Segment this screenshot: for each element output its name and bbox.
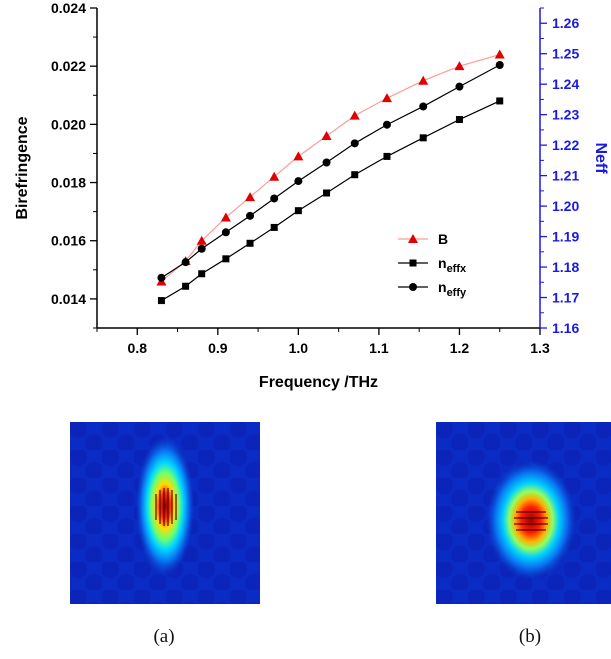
legend-label-n_effy: neffy — [438, 279, 467, 299]
x-axis-title: Frequency /THz — [259, 374, 378, 391]
data-point-n_effy — [270, 194, 279, 203]
data-point-n_effx — [383, 152, 391, 160]
legend-marker-n_effy — [409, 283, 417, 291]
data-point-B — [494, 49, 505, 59]
right-tick-label: 1.19 — [552, 229, 579, 245]
left-tick-label: 0.024 — [51, 0, 86, 16]
caption-a: (a) — [153, 626, 175, 647]
left-tick-label: 0.018 — [51, 175, 86, 191]
data-point-n_effx — [157, 297, 165, 305]
right-tick-label: 1.26 — [552, 15, 579, 31]
data-point-B — [349, 110, 360, 120]
right-tick-label: 1.24 — [552, 76, 579, 92]
x-tick-label: 0.8 — [128, 340, 148, 356]
data-point-n_effy — [221, 228, 230, 237]
data-point-B — [321, 131, 332, 140]
data-point-B — [293, 151, 304, 161]
data-point-B — [245, 192, 256, 202]
data-point-n_effx — [182, 282, 190, 290]
data-point-n_effx — [455, 116, 463, 124]
x-tick-label: 1.1 — [369, 340, 389, 356]
data-point-n_effx — [351, 171, 359, 179]
data-point-n_effy — [322, 158, 331, 167]
data-point-n_effy — [157, 273, 166, 282]
right-tick-label: 1.25 — [552, 46, 579, 62]
x-tick-label: 1.3 — [530, 340, 550, 356]
birefringence-neff-chart: 0.8 0.9 1.0 1.1 1.2 1.3 0.014 0.016 0.018 0.020 0.… — [14, 0, 609, 391]
right-tick-label: 1.23 — [552, 107, 579, 123]
data-point-n_effy — [197, 244, 206, 253]
data-point-n_effx — [222, 255, 230, 263]
data-point-n_effx — [419, 134, 427, 142]
data-point-n_effy — [382, 120, 391, 129]
data-point-n_effy — [294, 177, 303, 186]
mode-field-image-b — [436, 422, 611, 604]
data-point-B — [196, 235, 207, 245]
right-tick-label: 1.18 — [552, 259, 579, 275]
legend-marker-n_effx — [409, 259, 417, 267]
data-point-B — [269, 171, 280, 181]
data-point-n_effx — [496, 97, 504, 105]
left-tick-label: 0.014 — [51, 291, 86, 307]
data-point-B — [381, 93, 392, 103]
x-tick-label: 1.0 — [289, 340, 309, 356]
right-tick-label: 1.20 — [552, 198, 579, 214]
series-line-n_effy — [161, 64, 501, 279]
caption-b: (b) — [518, 626, 542, 647]
right-tick-label: 1.22 — [552, 137, 579, 153]
data-point-n_effx — [270, 223, 278, 231]
data-point-n_effx — [323, 189, 331, 197]
mode-field-image-a — [70, 422, 260, 604]
legend-label-B: B — [438, 231, 448, 247]
legend-marker-B — [408, 234, 418, 243]
left-tick-label: 0.020 — [51, 116, 86, 132]
data-point-n_effy — [350, 139, 359, 148]
left-axis-title: Birefringence — [14, 116, 31, 219]
right-tick-label: 1.21 — [552, 168, 579, 184]
left-tick-label: 0.022 — [51, 58, 86, 74]
right-tick-label: 1.17 — [552, 290, 579, 306]
data-point-n_effx — [198, 270, 206, 278]
series-line-B — [161, 53, 500, 282]
right-axis-title: Neff — [592, 142, 609, 174]
x-tick-label: 0.9 — [208, 340, 228, 356]
data-point-n_effy — [246, 211, 255, 220]
data-point-n_effy — [181, 258, 190, 267]
legend-label-n_effx: neffx — [438, 255, 467, 275]
data-point-B — [220, 212, 231, 222]
data-point-n_effx — [294, 207, 302, 215]
right-tick-label: 1.16 — [552, 320, 579, 336]
data-point-n_effy — [495, 60, 504, 69]
data-point-n_effx — [246, 239, 254, 247]
left-tick-label: 0.016 — [51, 233, 86, 249]
data-point-B — [418, 75, 429, 85]
data-point-n_effy — [419, 102, 428, 111]
x-tick-label: 1.2 — [450, 340, 470, 356]
data-point-B — [454, 61, 465, 71]
data-point-n_effy — [455, 82, 464, 91]
